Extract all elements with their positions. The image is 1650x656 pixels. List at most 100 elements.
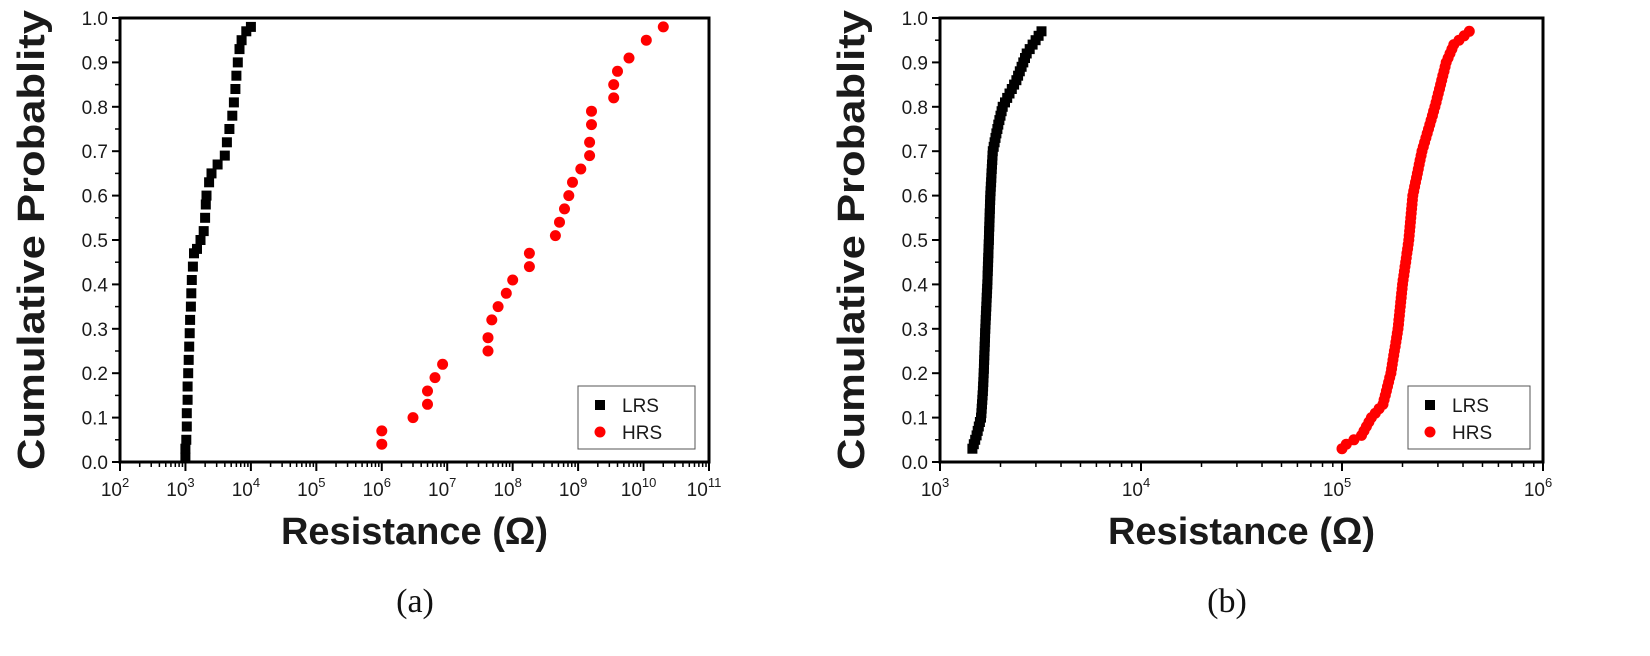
series-lrs: [967, 26, 1047, 454]
hrs-point: [608, 92, 620, 104]
hrs-point: [567, 176, 578, 188]
legend-label-hrs: HRS: [622, 423, 662, 444]
x-tick-label: 105: [1323, 475, 1351, 501]
hrs-point: [437, 358, 449, 370]
hrs-point: [486, 314, 498, 326]
hrs-point: [422, 385, 433, 397]
y-tick-label: 0.2: [82, 364, 108, 385]
y-tick-label: 0.8: [82, 98, 108, 119]
y-tick-label: 0.7: [82, 142, 108, 163]
hrs-point: [608, 79, 620, 91]
lrs-point: [192, 243, 202, 254]
lrs-point: [183, 354, 194, 365]
y-tick-label: 0.4: [902, 275, 929, 296]
y-tick-label: 0.1: [82, 409, 108, 430]
y-tick-label: 0.9: [82, 53, 108, 74]
x-tick-label: 103: [166, 475, 194, 501]
lrs-point: [180, 452, 191, 463]
lrs-point: [181, 421, 192, 432]
y-tick-label: 0.3: [902, 320, 928, 341]
y-tick-label: 0.1: [902, 409, 928, 430]
y-tick-label: 0.5: [82, 231, 108, 252]
x-tick-label: 106: [363, 475, 391, 501]
x-tick-label: 1011: [687, 475, 722, 501]
hrs-point: [422, 398, 433, 410]
lrs-point: [221, 137, 232, 148]
lrs-point: [231, 70, 242, 81]
hrs-point: [500, 287, 512, 299]
lrs-point: [187, 261, 198, 272]
legend-label-lrs: LRS: [1452, 396, 1489, 417]
legend-box: [577, 385, 696, 450]
x-tick-label: 107: [428, 475, 456, 501]
hrs-point: [523, 247, 535, 259]
lrs-point: [206, 168, 217, 179]
hrs-point: [407, 412, 419, 424]
x-tick-label: 103: [921, 475, 949, 501]
lrs-point: [182, 394, 193, 405]
x-tick-label: 104: [232, 475, 260, 501]
lrs-point: [200, 199, 211, 210]
lrs-point: [186, 288, 197, 299]
x-tick-label: 1010: [621, 475, 657, 501]
y-tick-label: 0.8: [902, 98, 928, 119]
lrs-point: [200, 212, 211, 223]
hrs-point: [507, 274, 519, 286]
hrs-point: [492, 301, 504, 313]
lrs-point: [180, 443, 191, 454]
y-axis-title: Cumulative Probablity: [831, 10, 873, 470]
lrs-point: [228, 97, 239, 108]
hrs-point: [559, 203, 570, 215]
legend: LRS HRS: [1407, 385, 1531, 450]
hrs-point: [376, 438, 388, 450]
y-tick-label: 0.3: [82, 320, 108, 341]
lrs-point: [201, 190, 212, 201]
series-lrs: [180, 21, 256, 463]
hrs-point: [575, 163, 587, 175]
hrs-point: [586, 119, 597, 131]
lrs-point: [198, 226, 209, 237]
y-tick-label: 0.9: [902, 53, 928, 74]
hrs-point: [584, 150, 596, 162]
hrs-point: [376, 425, 388, 437]
x-tick-label: 102: [101, 475, 129, 501]
y-tick-label: 0.7: [902, 142, 928, 163]
y-tick-label: 0.4: [82, 275, 109, 296]
hrs-point: [1463, 25, 1475, 37]
x-tick-label: 109: [559, 475, 587, 501]
y-tick-label: 1.0: [902, 9, 928, 30]
y-tick-label: 0.5: [902, 231, 928, 252]
lrs-point: [219, 150, 230, 161]
lrs-point: [184, 341, 195, 352]
y-tick-label: 0.2: [902, 364, 928, 385]
legend-marker-lrs: [595, 400, 605, 410]
panel-caption: (a): [396, 583, 434, 620]
lrs-point: [195, 235, 206, 245]
hrs-point: [657, 21, 669, 33]
legend-label-hrs: HRS: [1452, 423, 1492, 444]
legend-marker-lrs: [1425, 400, 1435, 410]
x-tick-label: 104: [1122, 475, 1150, 501]
lrs-point: [183, 368, 194, 379]
y-tick-label: 0.0: [902, 453, 928, 474]
series-hrs: [376, 21, 669, 450]
series-hrs: [1336, 25, 1475, 455]
legend-marker-hrs: [1424, 426, 1436, 438]
lrs-point: [236, 35, 247, 46]
hrs-point: [584, 136, 596, 148]
y-tick-label: 0.6: [82, 187, 108, 208]
lrs-point: [182, 381, 193, 392]
lrs-point: [1036, 26, 1047, 37]
legend: LRS HRS: [577, 385, 696, 450]
chart-panel-b: 103 104 105 106 0.0 0.1 0.2 0.3 0.4 0.5 0.6 0.7 0.8 0…: [831, 9, 1552, 620]
hrs-point: [482, 345, 494, 357]
y-tick-label: 1.0: [82, 9, 108, 30]
y-axis-title: Cumulative Probablity: [11, 10, 53, 470]
panel-caption: (b): [1207, 583, 1247, 620]
x-tick-label: 105: [297, 475, 325, 501]
lrs-point: [245, 21, 256, 32]
hrs-point: [640, 34, 652, 46]
lrs-point: [212, 159, 223, 170]
chart-panel-a: 102 103 104 105 106 107 108 109 1010 1011 0.0 0.1 0.…: [11, 9, 721, 620]
